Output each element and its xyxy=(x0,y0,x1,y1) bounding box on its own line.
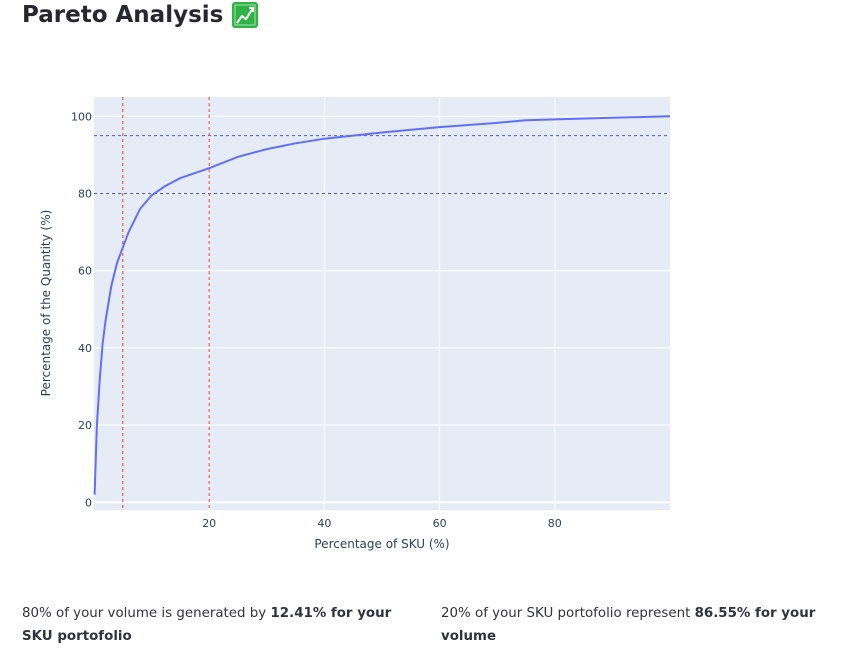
x-tick-label: 60 xyxy=(433,517,447,530)
y-tick-label: 60 xyxy=(78,265,92,278)
x-tick-labels: 20 40 60 80 xyxy=(202,517,562,530)
y-tick-label: 40 xyxy=(78,342,92,355)
y-axis-title: Percentage of the Quantity (%) xyxy=(39,210,53,397)
sku-stat: 20% of your SKU portofolio represent 86.… xyxy=(441,602,861,648)
plot-background xyxy=(94,97,670,510)
volume-stat: 80% of your volume is generated by 12.41… xyxy=(22,602,422,648)
x-tick-label: 20 xyxy=(202,517,216,530)
cumulative-quantity-line xyxy=(93,115,671,495)
x-tick-label: 40 xyxy=(317,517,331,530)
volume-stat-prefix: 80% of your volume is generated by xyxy=(22,606,271,621)
page-title-text: Pareto Analysis xyxy=(22,2,224,28)
y-tick-label: 80 xyxy=(78,187,92,200)
x-axis-title: Percentage of SKU (%) xyxy=(314,537,449,551)
y-tick-labels: 0 20 40 60 80 100 xyxy=(71,110,92,509)
pareto-chart: 20 40 60 80 0 20 40 60 80 100 Percentage of SKU … xyxy=(39,97,671,551)
y-tick-label: 100 xyxy=(71,110,92,123)
y-tick-label: 0 xyxy=(85,496,92,509)
x-tick-label: 80 xyxy=(548,517,562,530)
sku-stat-value: 86.55% for your volume xyxy=(441,606,816,644)
reference-lines xyxy=(94,97,670,510)
page-title: Pareto Analysis xyxy=(22,2,259,28)
y-tick-label: 20 xyxy=(78,419,92,432)
chart-increasing-check-icon xyxy=(232,2,259,28)
volume-stat-value: 12.41% for your SKU portofolio xyxy=(22,606,392,644)
sku-stat-prefix: 20% of your SKU portofolio represent xyxy=(441,606,695,621)
